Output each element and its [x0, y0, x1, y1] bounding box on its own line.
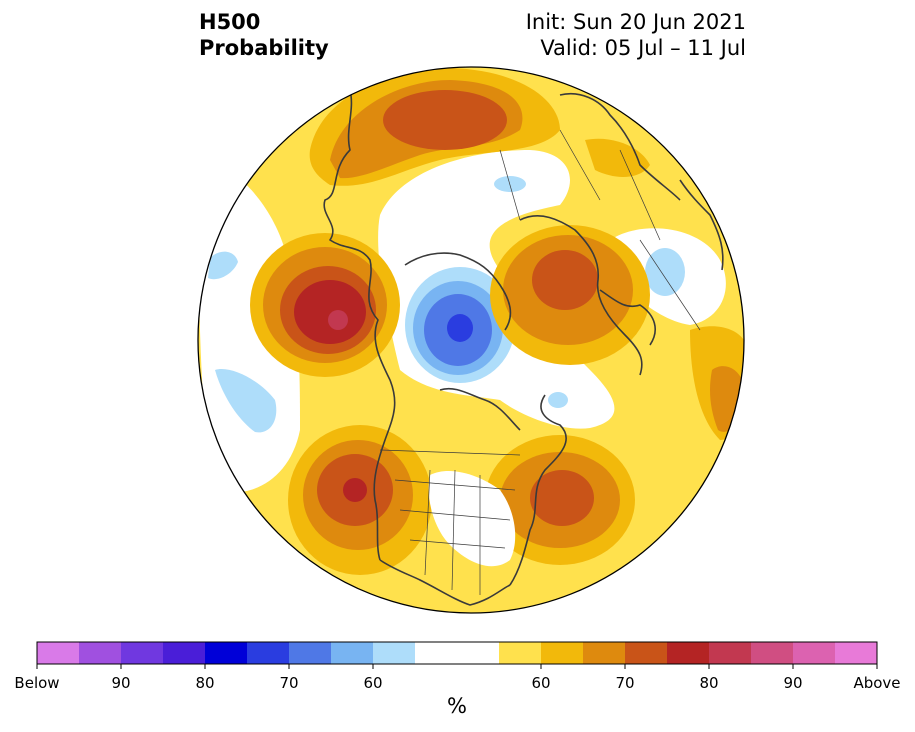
colorbar-frame [36, 641, 878, 665]
colorbar-tick-label: 90 [111, 674, 131, 692]
title-variable: H500 [199, 10, 261, 34]
colorbar-segment [709, 642, 752, 664]
polar-map [197, 66, 745, 614]
colorbar-segment [37, 642, 80, 664]
colorbar-tick-label: Below [14, 674, 60, 692]
colorbar-segment [751, 642, 794, 664]
chart-title: H500 Probability [199, 9, 329, 61]
colorbar-segment [289, 642, 332, 664]
colorbar-tick-label: 70 [279, 674, 299, 692]
colorbar-segment [331, 642, 374, 664]
borders [379, 129, 701, 595]
colorbar-tick-label: 90 [783, 674, 803, 692]
colorbar-segment [205, 642, 248, 664]
coastlines [323, 89, 724, 606]
colorbar-segment [79, 642, 122, 664]
init-date: Init: Sun 20 Jun 2021 [525, 10, 746, 34]
scandinavia-above-normal-anomaly [490, 225, 650, 365]
colorbar-segment [793, 642, 836, 664]
colorbar-tick-label: 60 [363, 674, 383, 692]
colorbar-tick-label: 80 [195, 674, 215, 692]
eastern-canada-above-normal-anomaly [485, 435, 635, 565]
colorbar-tick-label: Above [853, 674, 901, 692]
pacific-below-normal-anomaly [198, 160, 300, 493]
western-europe-below-normal-anomaly [610, 228, 726, 325]
colorbar-segment [667, 642, 710, 664]
colorbar-tick-label: 60 [531, 674, 551, 692]
colorbar-unit: % [447, 694, 467, 718]
title-product: Probability [199, 36, 329, 60]
aleutian-above-normal-anomaly [250, 233, 400, 377]
colorbar-segment [583, 642, 626, 664]
eastern-siberia-above-normal-anomaly [309, 68, 650, 186]
forecast-dates: Init: Sun 20 Jun 2021 Valid: 05 Jul – 11… [526, 9, 746, 61]
map-boundary [197, 66, 745, 614]
colorbar-segment [121, 642, 164, 664]
valid-range: Valid: 05 Jul – 11 Jul [540, 36, 746, 60]
us-neutral-region [428, 470, 516, 567]
colorbar-segment [415, 642, 458, 664]
western-us-above-normal-anomaly [288, 425, 432, 575]
colorbar-segment [247, 642, 290, 664]
colorbar-tick-label: 80 [699, 674, 719, 692]
colorbar-segment [541, 642, 584, 664]
colorbar-segment [457, 642, 500, 664]
colorbar-segment [835, 642, 878, 664]
colorbar-tick-label: 70 [615, 674, 635, 692]
colorbar-segment [373, 642, 416, 664]
colorbar-segment [163, 642, 206, 664]
colorbar-segment [625, 642, 668, 664]
colorbar-segment [499, 642, 542, 664]
